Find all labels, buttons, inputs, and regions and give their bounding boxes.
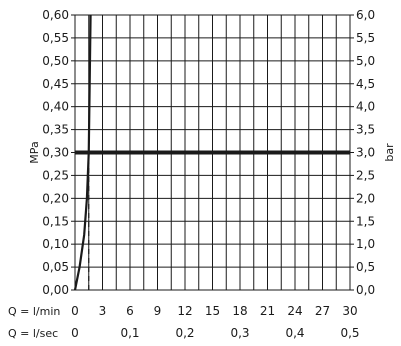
y-left-tick-label: 0,40: [42, 100, 69, 114]
x-lsec-tick-label: 0,5: [340, 326, 359, 340]
y-left-tick-label: 0,05: [42, 260, 69, 274]
x-lmin-tick-label: 15: [205, 304, 220, 318]
y-left-axis-label: MPa: [28, 141, 41, 163]
y-right-tick-label: 1,0: [356, 237, 375, 251]
y-left-tick-label: 0,00: [42, 283, 69, 297]
y-right-tick-label: 0,0: [356, 283, 375, 297]
x-lsec-tick-label: 0,1: [120, 326, 139, 340]
y-right-tick-label: 0,5: [356, 260, 375, 274]
x-lmin-tick-label: 12: [177, 304, 192, 318]
y-right-tick-label: 2,0: [356, 191, 375, 205]
y-right-tick-label: 1,5: [356, 214, 375, 228]
tick-labels: 0,000,050,100,150,200,250,300,350,400,45…: [8, 8, 396, 340]
y-left-tick-label: 0,35: [42, 123, 69, 137]
y-left-tick-label: 0,50: [42, 54, 69, 68]
x-lsec-tick-label: 0,3: [230, 326, 249, 340]
x-lsec-tick-label: 0: [71, 326, 79, 340]
series-layer: [73, 14, 350, 291]
y-left-tick-label: 0,30: [42, 146, 69, 160]
x-lmin-tick-label: 6: [126, 304, 134, 318]
x-lmin-tick-label: 21: [260, 304, 275, 318]
y-right-tick-label: 5,5: [356, 31, 375, 45]
y-right-tick-label: 2,5: [356, 168, 375, 182]
x-lsec-tick-label: 0,2: [175, 326, 194, 340]
y-left-tick-label: 0,25: [42, 168, 69, 182]
y-right-tick-label: 5,0: [356, 54, 375, 68]
y-left-tick-label: 0,20: [42, 191, 69, 205]
x-lmin-tick-label: 3: [99, 304, 107, 318]
x-lmin-tick-label: 9: [154, 304, 162, 318]
x-lmin-tick-label: 30: [342, 304, 357, 318]
x-lmin-tick-label: 24: [287, 304, 302, 318]
y-right-tick-label: 3,5: [356, 123, 375, 137]
y-right-tick-label: 6,0: [356, 8, 375, 22]
y-right-axis-label: bar: [383, 143, 396, 162]
y-left-tick-label: 0,55: [42, 31, 69, 45]
y-left-tick-label: 0,45: [42, 77, 69, 91]
x-lmin-tick-label: 27: [315, 304, 330, 318]
x-lsec-axis-label: Q = l/sec: [8, 327, 58, 340]
y-left-tick-label: 0,15: [42, 214, 69, 228]
x-lmin-tick-label: 18: [232, 304, 247, 318]
y-right-tick-label: 4,5: [356, 77, 375, 91]
y-right-tick-label: 4,0: [356, 100, 375, 114]
y-right-tick-label: 3,0: [356, 146, 375, 160]
y-left-tick-label: 0,10: [42, 237, 69, 251]
x-lsec-tick-label: 0,4: [285, 326, 304, 340]
series-line-flow-curve: [73, 14, 92, 291]
x-lmin-axis-label: Q = l/min: [8, 305, 60, 318]
y-left-tick-label: 0,60: [42, 8, 69, 22]
x-lmin-tick-label: 0: [71, 304, 79, 318]
